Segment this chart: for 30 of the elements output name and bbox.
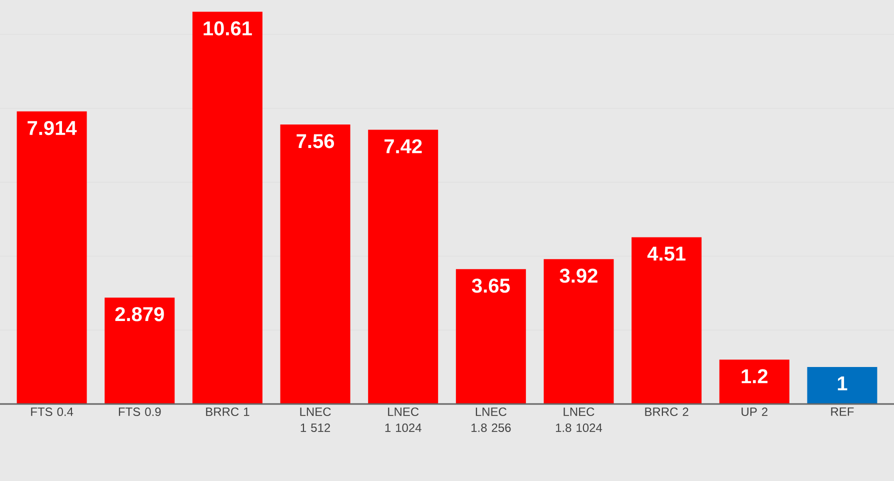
- data-label: 3.65: [472, 278, 510, 293]
- bar: [719, 360, 790, 404]
- data-label: 2.879: [115, 307, 164, 322]
- bar: [544, 259, 614, 404]
- bar: [280, 124, 350, 404]
- data-label: 7.914: [28, 120, 77, 136]
- x-tick-label: FTS 0.9: [118, 408, 161, 416]
- x-tick-label: LNEC 1 512: [300, 408, 331, 432]
- bar: [104, 298, 175, 404]
- data-label: 7.56: [296, 134, 334, 148]
- x-tick-label: LNEC 1.8 1024: [556, 408, 602, 432]
- data-label: 4.51: [647, 246, 686, 261]
- x-tick-label: FTS 0.4: [31, 408, 74, 416]
- x-tick-label: LNEC 1.8 256: [471, 408, 511, 432]
- data-label: 1.2: [742, 369, 768, 384]
- x-tick-label: UP 2: [742, 408, 768, 416]
- bar: [16, 111, 87, 404]
- data-label: 10.61: [204, 21, 252, 36]
- data-label: 7.42: [384, 139, 422, 154]
- data-label: 1: [838, 376, 848, 390]
- x-tick-label: BRRC 2: [645, 408, 688, 416]
- x-tick-label: LNEC 1 1024: [385, 408, 422, 432]
- bar: [456, 269, 526, 404]
- x-tick-label: BRRC 1: [206, 408, 250, 416]
- data-label: 3.92: [560, 268, 598, 283]
- bar: [192, 12, 262, 404]
- bar: [632, 237, 702, 404]
- bar: [807, 367, 878, 404]
- bar: [368, 130, 438, 404]
- x-tick-label: REF: [831, 408, 854, 416]
